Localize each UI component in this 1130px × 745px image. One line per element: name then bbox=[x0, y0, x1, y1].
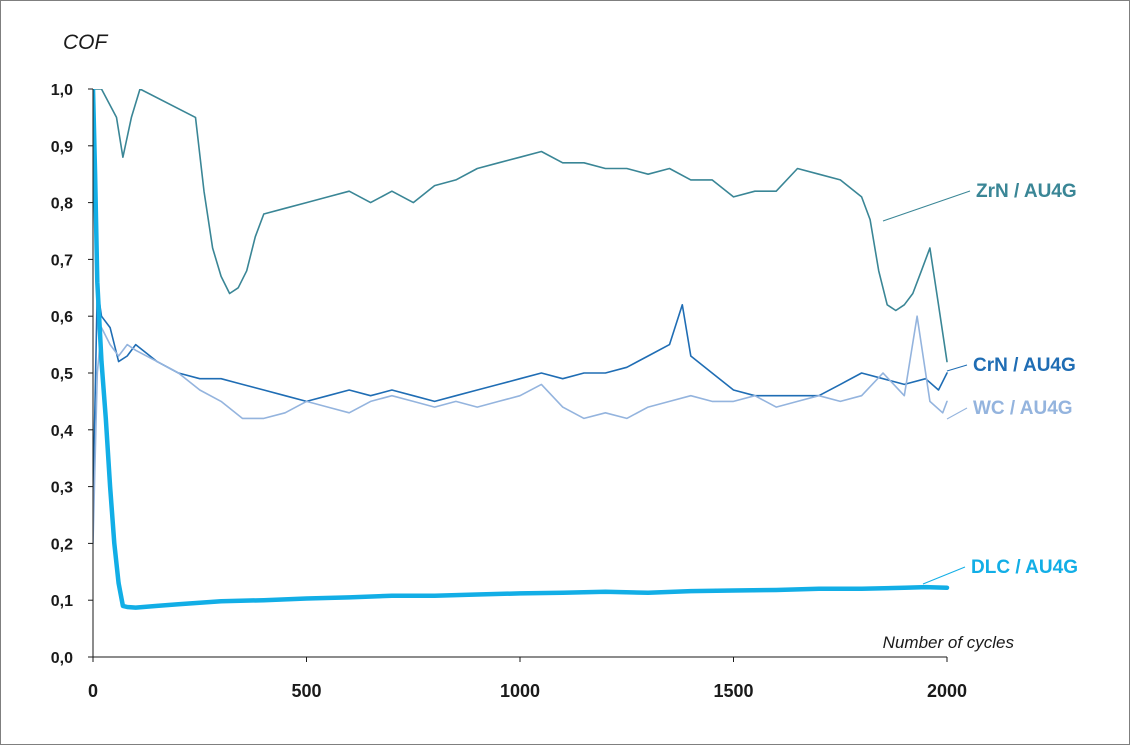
series-leader-line bbox=[946, 364, 968, 372]
y-tick-label: 0,2 bbox=[51, 536, 73, 553]
y-tick-label: 1,0 bbox=[51, 82, 73, 99]
series-line-dlc bbox=[93, 89, 950, 610]
x-tick-label: 1000 bbox=[500, 681, 540, 701]
series-label: CrN / AU4G bbox=[973, 355, 1076, 376]
series-label: ZrN / AU4G bbox=[976, 181, 1077, 202]
series-line-zrn bbox=[93, 89, 948, 363]
x-tick-label: 2000 bbox=[927, 681, 967, 701]
x-tick-label: 500 bbox=[291, 681, 321, 701]
series-leader-line bbox=[922, 566, 966, 585]
y-tick-label: 0,0 bbox=[51, 650, 73, 667]
y-tick-label: 0,8 bbox=[51, 196, 73, 213]
y-tick-label: 0,4 bbox=[51, 423, 73, 440]
series-leader-line bbox=[882, 190, 971, 222]
x-tick-label: 1500 bbox=[713, 681, 753, 701]
x-tick-label: 0 bbox=[88, 681, 98, 701]
series-label: DLC / AU4G bbox=[971, 557, 1078, 578]
ticks-layer: 0,0 0,1 0,2 0,3 0,4 0,5 0,6 0,7 0,8 0,9 1,0 0 500 100… bbox=[51, 82, 967, 701]
labels-layer: COF Number of cycles bbox=[63, 31, 1014, 652]
y-tick-label: 0,5 bbox=[51, 366, 73, 383]
y-tick-label: 0,1 bbox=[51, 593, 73, 610]
y-axis-title: COF bbox=[63, 31, 109, 54]
y-tick-label: 0,9 bbox=[51, 139, 73, 156]
x-axis-title: Number of cycles bbox=[883, 633, 1015, 652]
series-label: WC / AU4G bbox=[973, 398, 1073, 419]
y-tick-label: 0,3 bbox=[51, 480, 73, 497]
series-layer bbox=[93, 89, 950, 610]
y-tick-label: 0,7 bbox=[51, 252, 73, 269]
y-tick-label: 0,6 bbox=[51, 309, 73, 326]
annotations-layer: ZrN / AU4G CrN / AU4G WC / AU4G DLC / AU4G bbox=[882, 181, 1078, 585]
series-leader-line bbox=[946, 407, 968, 420]
series-line-wc bbox=[93, 315, 948, 545]
